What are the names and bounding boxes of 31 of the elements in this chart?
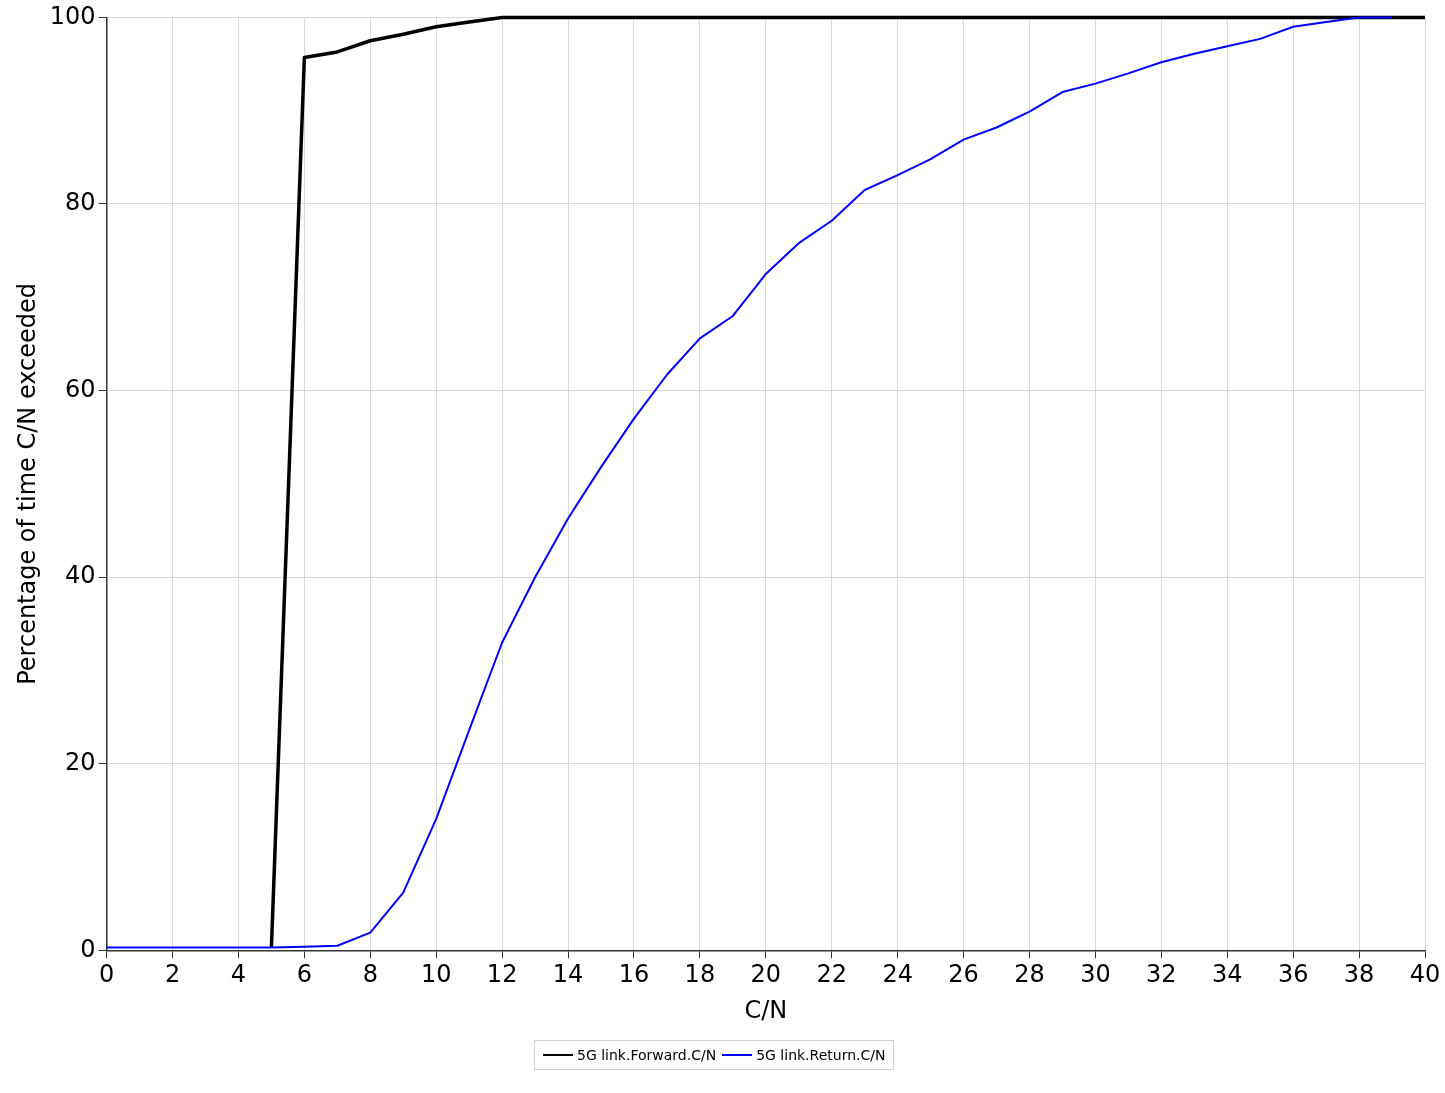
legend-label: 5G link.Forward.C/N: [577, 1047, 717, 1063]
y-tick-label: 20: [65, 748, 96, 777]
x-tick-label: 6: [296, 960, 313, 989]
x-tick-label: 20: [750, 960, 782, 989]
x-tick-label: 18: [684, 960, 716, 989]
x-tick-label: 8: [362, 960, 378, 989]
y-tick-label: 0: [80, 934, 96, 963]
x-tick-label: 30: [1080, 960, 1111, 989]
legend-label: 5G link.Return.C/N: [756, 1047, 886, 1063]
x-tick-label: 40: [1409, 960, 1441, 989]
y-axis-title: Percentage of time C/N exceeded: [12, 283, 41, 685]
x-tick-label: 4: [230, 960, 247, 989]
y-tick-label: 40: [65, 561, 96, 590]
x-tick-label: 12: [486, 960, 518, 989]
x-tick-label: 32: [1146, 960, 1177, 989]
x-tick-label: 16: [618, 960, 650, 989]
x-tick-label: 36: [1277, 960, 1309, 989]
x-tick-label: 0: [98, 960, 115, 989]
x-tick-label: 24: [882, 960, 913, 989]
x-tick-label: 28: [1014, 960, 1045, 989]
x-tick-label: 2: [164, 960, 181, 989]
x-tick-label: 34: [1211, 960, 1243, 989]
y-tick-label: 80: [65, 188, 96, 217]
x-tick-label: 14: [552, 960, 584, 989]
y-tick-label: 60: [65, 374, 96, 403]
x-axis-title: C/N: [744, 995, 788, 1024]
x-tick-label: 38: [1343, 960, 1375, 989]
x-tick-label: 22: [816, 960, 847, 989]
x-tick-label: 26: [948, 960, 979, 989]
x-tick-label: 10: [420, 960, 452, 989]
y-tick-label: 100: [49, 1, 96, 30]
